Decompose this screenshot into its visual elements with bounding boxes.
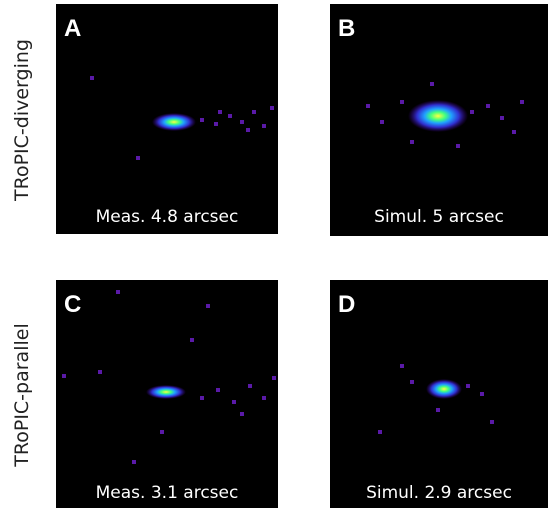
row-label: TRoPIC-diverging: [11, 39, 33, 202]
panel: B Simul. 5 arcsec: [330, 4, 548, 236]
panel-caption: Simul. 2.9 arcsec: [366, 483, 512, 503]
panel: C Meas. 3.1 arcsec: [56, 280, 278, 508]
panel-caption: Simul. 5 arcsec: [374, 207, 504, 227]
row-label: TRoPIC-parallel: [11, 323, 33, 467]
panel: D Simul. 2.9 arcsec: [330, 280, 548, 508]
panel: A Meas. 4.8 arcsec: [56, 4, 278, 234]
panel-letter: C: [64, 291, 81, 318]
panel-caption: Meas. 4.8 arcsec: [96, 207, 239, 227]
panel-letter: D: [338, 291, 355, 318]
panel-caption: Meas. 3.1 arcsec: [96, 483, 239, 503]
panel-letter: B: [338, 15, 355, 42]
panel-letter: A: [64, 15, 81, 42]
